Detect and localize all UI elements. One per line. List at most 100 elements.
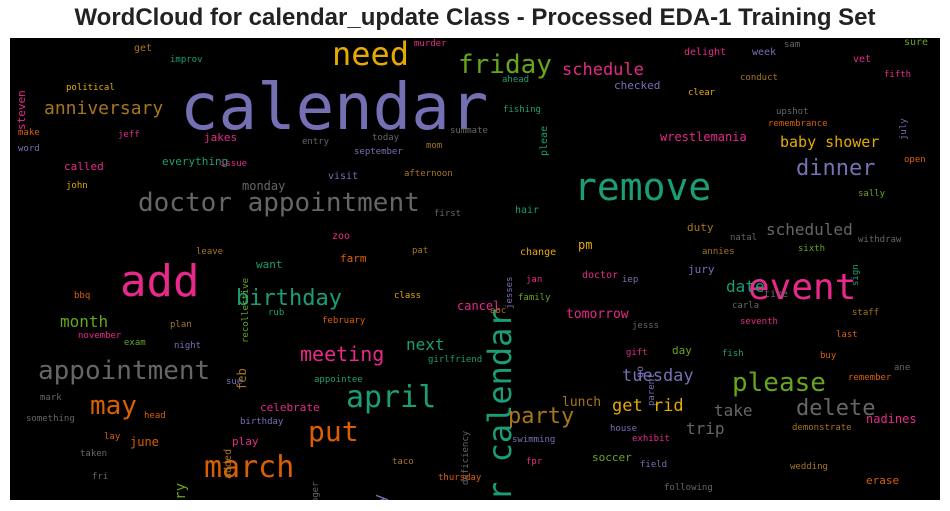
word-hair: hair bbox=[515, 205, 540, 216]
word-wedding: wedding bbox=[790, 462, 828, 472]
word-zoo: zoo bbox=[332, 231, 351, 242]
word-called: called bbox=[64, 160, 104, 173]
word-family: family bbox=[518, 293, 551, 303]
word-erase: erase bbox=[866, 474, 900, 487]
word-sam: sam bbox=[784, 40, 801, 50]
word-natal: natal bbox=[730, 233, 758, 243]
word-wrestlemania: wrestlemania bbox=[660, 130, 747, 144]
word-steven: steven bbox=[15, 90, 28, 130]
word-next: next bbox=[406, 335, 445, 354]
word-anniversary: anniversary bbox=[44, 98, 164, 119]
word-mom: mom bbox=[426, 141, 443, 151]
word-pleae: pleae bbox=[539, 125, 550, 156]
word-date: date bbox=[726, 277, 765, 296]
word-appointee: appointee bbox=[314, 375, 363, 385]
word-take: take bbox=[714, 401, 753, 420]
word-dinner: dinner bbox=[796, 156, 876, 181]
word-monday: monday bbox=[242, 179, 286, 193]
word-ane: ane bbox=[894, 363, 911, 373]
word-field: field bbox=[640, 460, 668, 470]
word-sue: sue bbox=[226, 377, 243, 387]
word-cancel: cancel bbox=[457, 299, 501, 313]
word-birthday: birthday bbox=[240, 417, 284, 427]
word-week: week bbox=[752, 47, 777, 58]
word-visit: visit bbox=[328, 171, 359, 182]
word-jesses: jesses bbox=[505, 276, 515, 309]
word-lay: lay bbox=[104, 432, 121, 442]
word-taken: taken bbox=[80, 449, 108, 459]
word-parent: parent bbox=[647, 373, 657, 406]
word-sally: sally bbox=[858, 189, 886, 199]
word-following: following bbox=[664, 483, 713, 493]
word-go: go bbox=[635, 365, 646, 378]
word-jakes: jakes bbox=[204, 131, 238, 144]
word-open: open bbox=[904, 155, 926, 165]
word-april: april bbox=[346, 380, 437, 415]
word-birthday: birthday bbox=[236, 286, 342, 311]
word-soccer: soccer bbox=[592, 451, 632, 464]
word-gift: gift bbox=[626, 348, 648, 358]
word-want: want bbox=[256, 258, 283, 271]
word-night: night bbox=[174, 341, 202, 351]
word-iep: iep bbox=[622, 275, 639, 285]
word-first: first bbox=[434, 209, 462, 219]
word-today: today bbox=[372, 133, 400, 143]
word-july: july bbox=[899, 118, 909, 140]
word-may: may bbox=[90, 391, 137, 421]
word-something: something bbox=[26, 414, 75, 424]
word-summate: summate bbox=[450, 126, 488, 136]
word-event: event bbox=[748, 267, 857, 308]
word-pm: pm bbox=[578, 238, 593, 252]
word-thursday: thursday bbox=[438, 473, 482, 483]
word-fish: fish bbox=[722, 349, 744, 359]
word-september: september bbox=[354, 147, 403, 157]
word-make: make bbox=[18, 128, 40, 138]
word-exhibit: exhibit bbox=[632, 434, 670, 444]
word-friday: friday bbox=[458, 50, 552, 80]
word-june: june bbox=[130, 435, 159, 449]
word-get-rid: get rid bbox=[612, 396, 684, 416]
word-pat: pat bbox=[412, 246, 429, 256]
word-murder: murder bbox=[414, 39, 447, 49]
word-house: house bbox=[610, 424, 638, 434]
word-exam: exam bbox=[124, 338, 146, 348]
word-buy: buy bbox=[820, 351, 837, 361]
word-checked: checked bbox=[614, 79, 661, 92]
word-delight: delight bbox=[684, 47, 727, 58]
word-put: put bbox=[308, 415, 359, 448]
word-upshot: upshot bbox=[776, 107, 809, 117]
word-leave: leave bbox=[196, 247, 224, 257]
word-seventh: seventh bbox=[740, 317, 778, 327]
word-tire: tire bbox=[764, 289, 789, 300]
word-afternoon: afternoon bbox=[404, 169, 453, 179]
word-annies: annies bbox=[702, 247, 735, 257]
word-trip: trip bbox=[686, 419, 725, 438]
word-jan: jan bbox=[526, 275, 543, 285]
word-mark: mark bbox=[40, 393, 62, 403]
word-withdraw: withdraw bbox=[858, 235, 902, 245]
word-political: political bbox=[66, 83, 115, 93]
word-appointment: appointment bbox=[38, 356, 211, 386]
word-conduct: conduct bbox=[740, 73, 778, 83]
word-november: november bbox=[78, 331, 122, 341]
word-need: need bbox=[332, 38, 410, 73]
word-added: added bbox=[223, 448, 234, 479]
word-girlfriend: girlfriend bbox=[428, 355, 483, 365]
word-remembrance: remembrance bbox=[768, 119, 828, 129]
word-plan: plan bbox=[170, 320, 192, 330]
word-issue: issue bbox=[220, 159, 248, 169]
word-march: march bbox=[204, 450, 295, 485]
word-nadines: nadines bbox=[866, 412, 917, 426]
word-class: class bbox=[394, 291, 422, 301]
word-remove: remove bbox=[574, 165, 712, 209]
word-ahead: ahead bbox=[502, 75, 530, 85]
word-entry: entry bbox=[302, 137, 330, 147]
word-head: head bbox=[144, 411, 166, 421]
chart-title: WordCloud for calendar_update Class - Pr… bbox=[74, 4, 876, 31]
word-jesss: jesss bbox=[632, 321, 660, 331]
word-month: month bbox=[60, 312, 109, 331]
word-staff: staff bbox=[852, 308, 880, 318]
word-everything: everything bbox=[162, 155, 229, 168]
word-last: last bbox=[836, 330, 858, 340]
word-add: add bbox=[120, 256, 200, 307]
